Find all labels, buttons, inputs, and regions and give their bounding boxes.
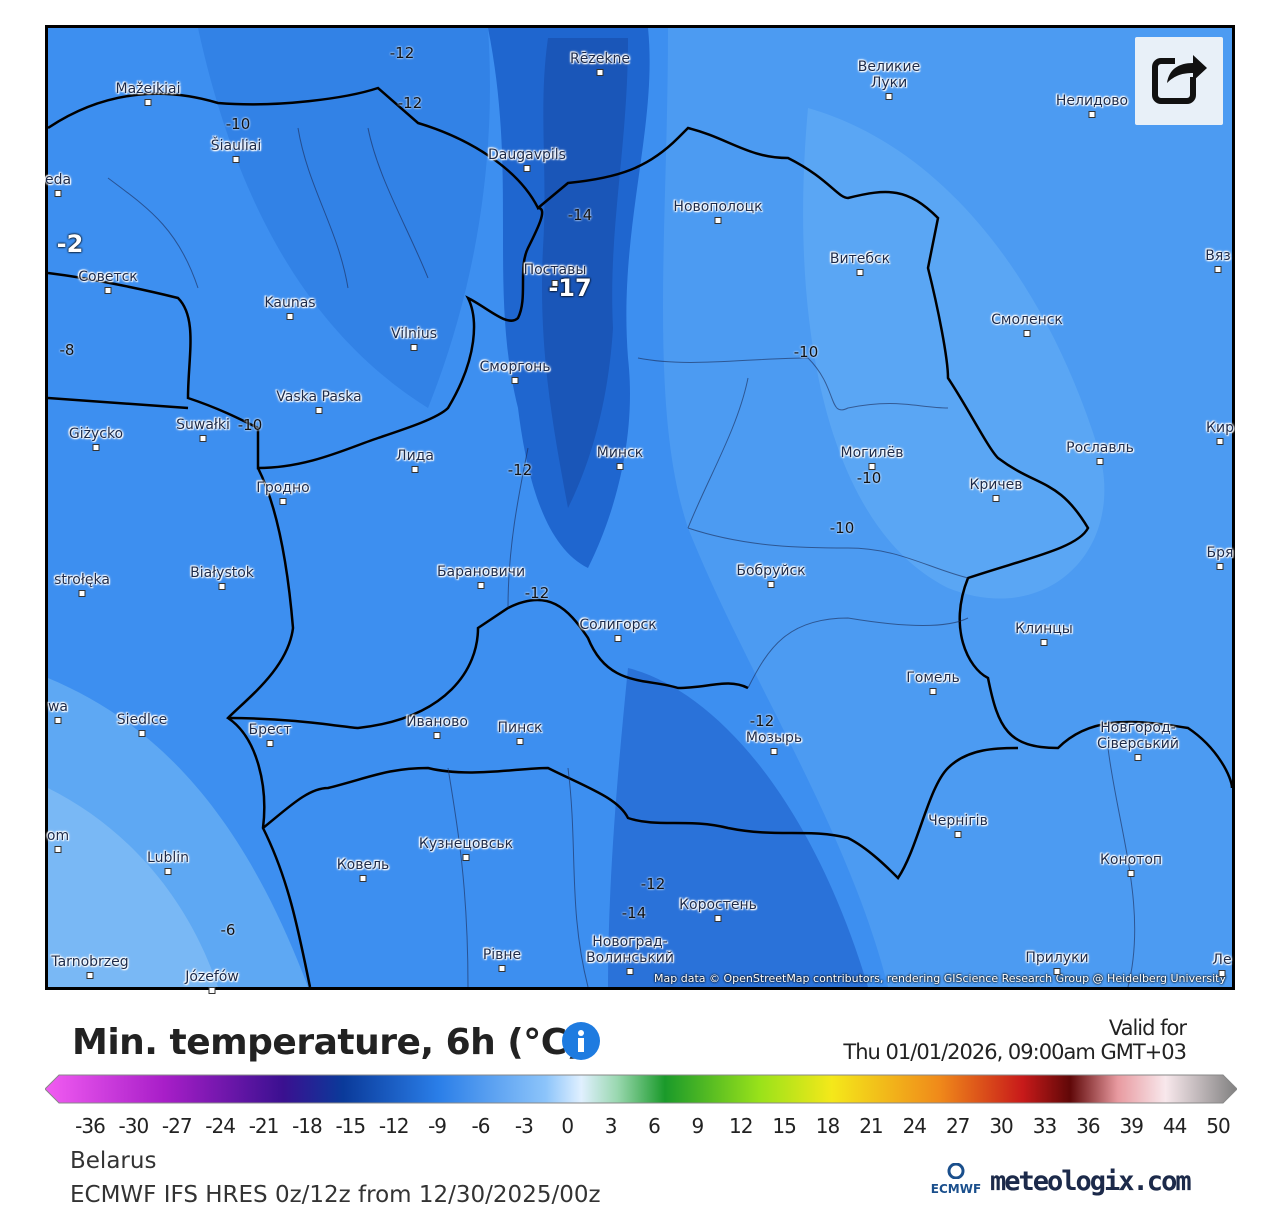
map-region (608, 668, 868, 987)
country-borders (48, 86, 1232, 987)
color-bar-tick: 21 (859, 1114, 883, 1138)
valid-time: Thu 01/01/2026, 09:00am GMT+03 (843, 1040, 1187, 1064)
color-bar-tick: -24 (205, 1114, 236, 1138)
map-region (48, 788, 218, 987)
info-button[interactable] (562, 1022, 600, 1060)
valid-label: Valid for (1108, 1016, 1187, 1040)
color-bar-tick: 36 (1076, 1114, 1100, 1138)
color-bar-tick: -6 (471, 1114, 490, 1138)
attribution: Map data © OpenStreetMap contributors, r… (654, 972, 1226, 985)
brand[interactable]: meteologix.com (990, 1166, 1192, 1197)
color-bar-tick: 30 (989, 1114, 1013, 1138)
color-bar-tick: 39 (1119, 1114, 1143, 1138)
share-button[interactable] (1135, 37, 1223, 125)
color-bar-tick: 27 (945, 1114, 970, 1138)
color-bar-tick: 44 (1162, 1114, 1187, 1138)
color-bar-tick: -12 (378, 1114, 410, 1138)
color-bar-tick: 33 (1032, 1114, 1057, 1138)
info-icon (578, 1030, 584, 1052)
ecmwf-logo: ECMWF (926, 1162, 986, 1196)
region: Belarus (70, 1148, 157, 1174)
color-bar-tick: 0 (561, 1114, 574, 1138)
color-bar-tick: -15 (335, 1114, 366, 1138)
ecmwf-icon (947, 1162, 965, 1180)
color-bar-tick: 9 (691, 1114, 705, 1138)
color-bar-tick: -27 (161, 1114, 193, 1138)
title: Min. temperature, 6h (°C) (72, 1022, 583, 1063)
color-bar-tick: 24 (902, 1114, 927, 1138)
ecmwf-text: ECMWF (930, 1182, 982, 1196)
color-bar-tick: -21 (248, 1114, 280, 1138)
color-bar-tick: 15 (772, 1114, 796, 1138)
color-bar (45, 1074, 1237, 1104)
color-bar-tick: 18 (815, 1114, 840, 1138)
map-canvas (48, 28, 1232, 987)
map-region (542, 38, 628, 508)
color-bar-tick: 6 (648, 1114, 661, 1138)
model-run: ECMWF IFS HRES 0z/12z from 12/30/2025/00… (70, 1182, 601, 1208)
color-bar-tick: -3 (514, 1114, 534, 1138)
color-bar-tick: 12 (729, 1114, 753, 1138)
color-bar-tick: -9 (428, 1114, 447, 1138)
color-bar-tick: -30 (118, 1114, 150, 1138)
map[interactable]: Map data © OpenStreetMap contributors, r… (45, 25, 1235, 990)
color-bar-tick: 50 (1206, 1114, 1230, 1138)
share-icon (1152, 51, 1207, 104)
color-bar-tick: -36 (75, 1114, 106, 1138)
color-bar-tick: -18 (292, 1114, 323, 1138)
admin-borders (107, 127, 1136, 987)
color-bar-tick: 3 (604, 1114, 618, 1138)
